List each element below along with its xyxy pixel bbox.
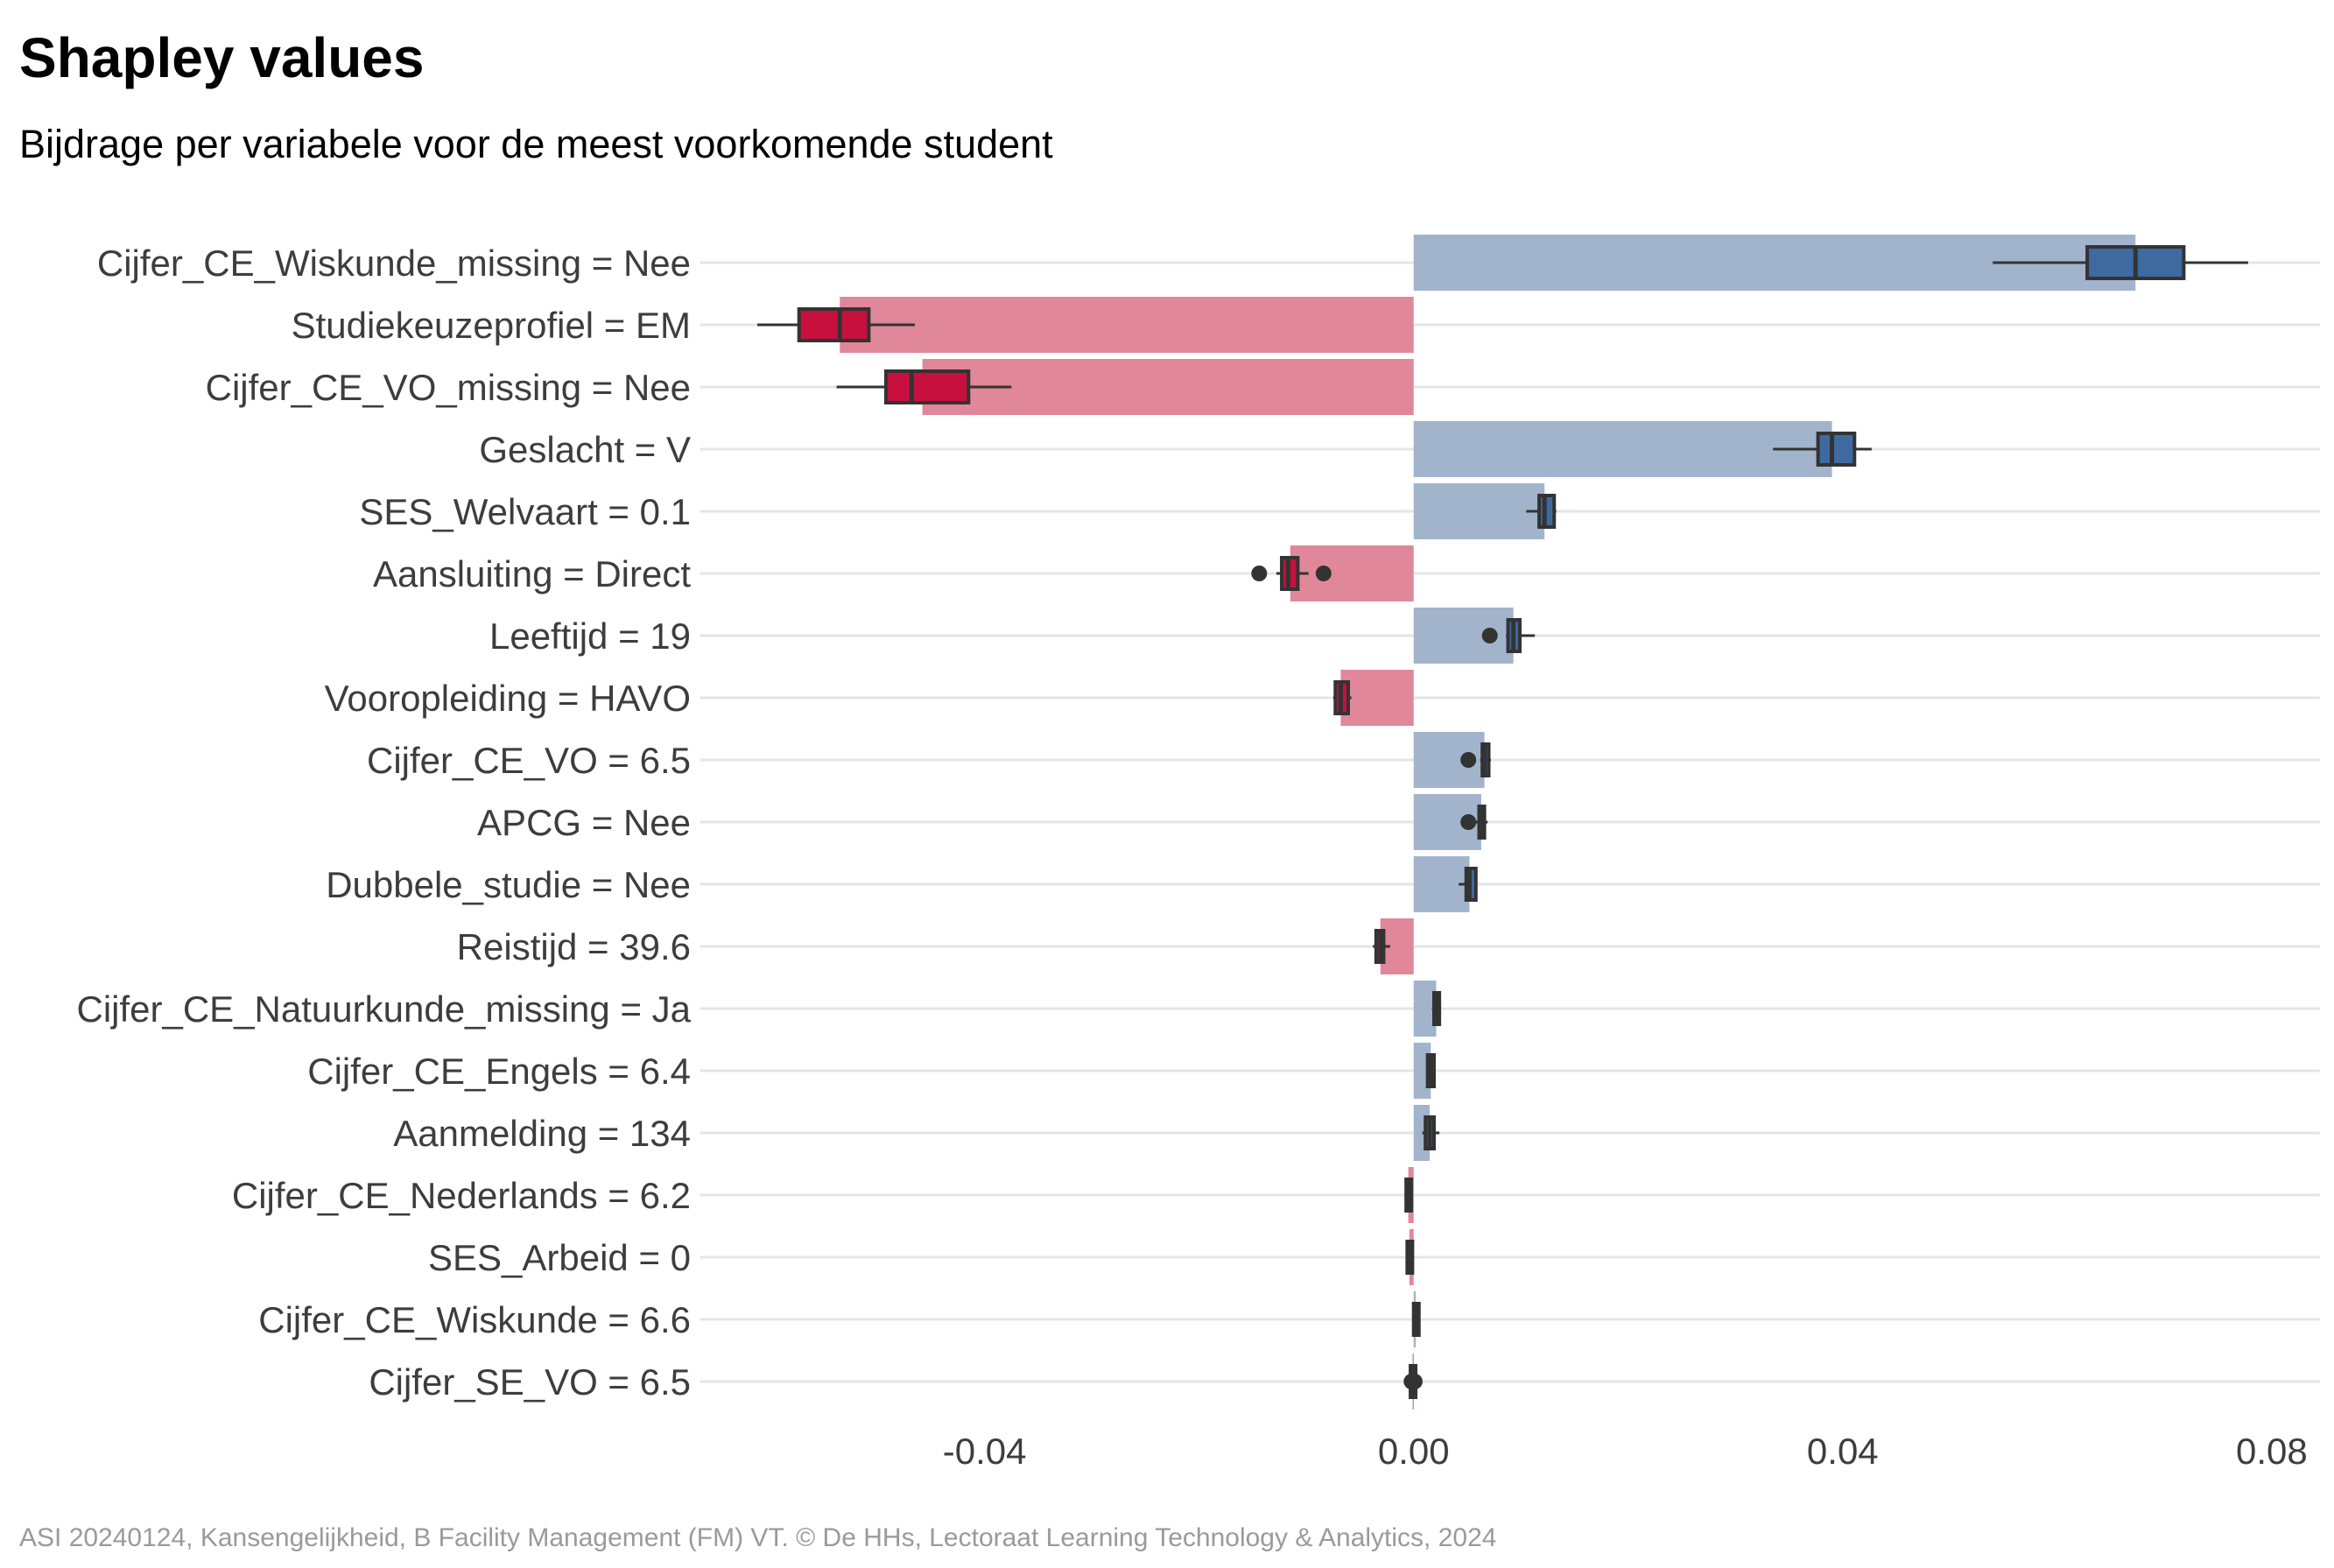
boxplots [756,245,2248,1399]
outlier-8-0 [1460,752,1477,768]
outlier-5-1 [1315,566,1332,581]
bars [840,235,2136,1410]
x-tick-label: -0.04 [943,1431,1027,1472]
chart-subtitle: Bijdrage per variabele voor de meest voo… [19,122,1053,166]
x-tick-label: 0.00 [1378,1431,1450,1472]
bar-3 [1413,421,1832,477]
category-label: SES_Welvaart = 0.1 [359,491,691,532]
bar-7 [1340,670,1414,726]
category-label: APCG = Nee [477,802,691,843]
category-label: Cijfer_CE_Wiskunde_missing = Nee [97,243,691,284]
x-axis-ticks: -0.04 0.00 0.04 0.08 [943,1431,2308,1472]
outlier-9-0 [1460,814,1477,830]
category-label: Cijfer_CE_Natuurkunde_missing = Ja [76,988,691,1030]
outlier-18-1 [1406,1374,1423,1389]
bar-5 [1290,545,1414,601]
category-label: Aanmelding = 134 [393,1113,691,1154]
category-label: Cijfer_SE_VO = 6.5 [369,1361,691,1403]
category-labels: Cijfer_CE_Wiskunde_missing = Nee Studieke… [76,243,691,1403]
category-label: Cijfer_CE_Engels = 6.4 [307,1051,691,1092]
chart-caption: ASI 20240124, Kansengelijkheid, B Facili… [19,1523,1496,1552]
outlier-5-0 [1251,566,1268,581]
x-tick-label: 0.04 [1807,1431,1879,1472]
category-label: Leeftijd = 19 [489,615,691,657]
bar-6 [1413,608,1514,664]
bar-1 [840,297,1414,353]
category-label: Reistijd = 39.6 [457,926,691,967]
category-label: Aansluiting = Direct [373,553,691,594]
category-label: Cijfer_CE_VO_missing = Nee [206,367,691,408]
box-2 [883,369,971,404]
category-label: Studiekeuzeprofiel = EM [292,305,691,346]
category-label: Vooropleiding = HAVO [325,678,691,719]
category-label: Cijfer_CE_Wiskunde = 6.6 [258,1299,691,1340]
box-3 [1816,432,1857,467]
bar-4 [1413,483,1545,539]
chart-title: Shapley values [19,26,424,89]
outlier-6-0 [1481,628,1498,643]
category-label: Cijfer_CE_Nederlands = 6.2 [232,1175,691,1216]
category-label: Geslacht = V [479,429,691,470]
category-label: Dubbele_studie = Nee [326,864,691,905]
box-1 [797,307,871,342]
category-label: Cijfer_CE_VO = 6.5 [367,740,691,781]
x-tick-label: 0.08 [2236,1431,2308,1472]
category-label: SES_Arbeid = 0 [428,1237,691,1278]
grid-lines [700,261,2320,1383]
